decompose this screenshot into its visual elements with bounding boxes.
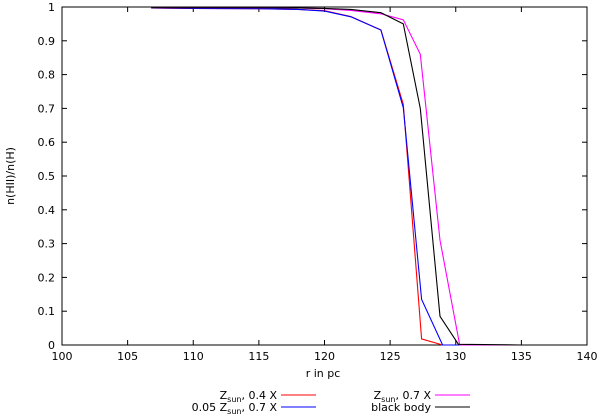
x-axis-label: r in pc [306,367,341,380]
series-line-1 [151,7,587,346]
legend-label-main: black body [371,401,431,414]
y-tick-label: 0.6 [38,136,56,149]
legend-label-rest: , 0.7 X [395,389,431,402]
y-tick-label: 0.2 [38,271,56,284]
x-tick: 135 [511,7,532,363]
y-tick: 0.5 [38,170,587,183]
x-tick: 105 [117,7,138,363]
y-tick-label: 0.1 [38,305,56,318]
y-tick-label: 1 [48,1,55,14]
series-line-4 [151,7,587,346]
y-tick: 0.2 [38,271,587,284]
y-tick-label: 0.9 [38,35,56,48]
x-tick-label: 115 [248,350,269,363]
y-tick: 0.1 [38,305,587,318]
legend-label: black body [371,401,431,414]
x-tick-label: 130 [445,350,466,363]
legend-entry: Zsun, 0.7 X [374,389,470,404]
legend-label-rest: , 0.4 X [241,389,277,402]
y-tick: 0.7 [38,102,587,115]
x-tick-label: 140 [577,350,598,363]
y-tick-label: 0 [48,339,55,352]
x-tick: 115 [248,7,269,363]
legend-entry: black body [371,401,470,414]
legend-entry: Zsun, 0.4 X [220,389,316,404]
y-tick: 0.3 [38,238,587,251]
legend-label: Zsun, 0.4 X [220,389,278,404]
x-tick-label: 110 [183,350,204,363]
series-line-2 [151,7,587,346]
legend-label-main: Z [374,389,382,402]
x-tick-label: 125 [380,350,401,363]
x-tick: 140 [577,7,598,363]
legend-label-sub: sun [381,395,395,404]
series-line-3 [151,7,587,346]
x-tick-label: 105 [117,350,138,363]
x-tick-label: 100 [52,350,73,363]
legend-label-sub: sun [227,407,241,416]
x-tick-label: 120 [314,350,335,363]
x-tick: 125 [380,7,401,363]
y-tick: 1 [48,1,587,14]
y-tick: 0.8 [38,69,587,82]
y-axis-label: n(HII)/n(H) [4,147,17,205]
legend-label-main: 0.05 Z [192,401,228,414]
y-tick-label: 0.5 [38,170,56,183]
legend-label: Zsun, 0.7 X [374,389,432,404]
y-tick: 0.9 [38,35,587,48]
x-tick: 120 [314,7,335,363]
legend-label-main: Z [220,389,228,402]
plot-frame [61,6,588,346]
y-tick-label: 0.3 [38,238,56,251]
y-tick: 0.6 [38,136,587,149]
legend-label: 0.05 Zsun, 0.7 X [192,401,278,416]
x-tick: 130 [445,7,466,363]
y-tick-label: 0.8 [38,69,56,82]
x-tick: 110 [183,7,204,363]
y-tick-label: 0.7 [38,102,56,115]
legend-label-sub: sun [227,395,241,404]
legend-entry: 0.05 Zsun, 0.7 X [192,401,316,416]
x-tick: 100 [52,7,73,363]
y-tick-label: 0.4 [38,204,56,217]
y-tick: 0.4 [38,204,587,217]
legend-label-rest: , 0.7 X [241,401,277,414]
x-tick-label: 135 [511,350,532,363]
